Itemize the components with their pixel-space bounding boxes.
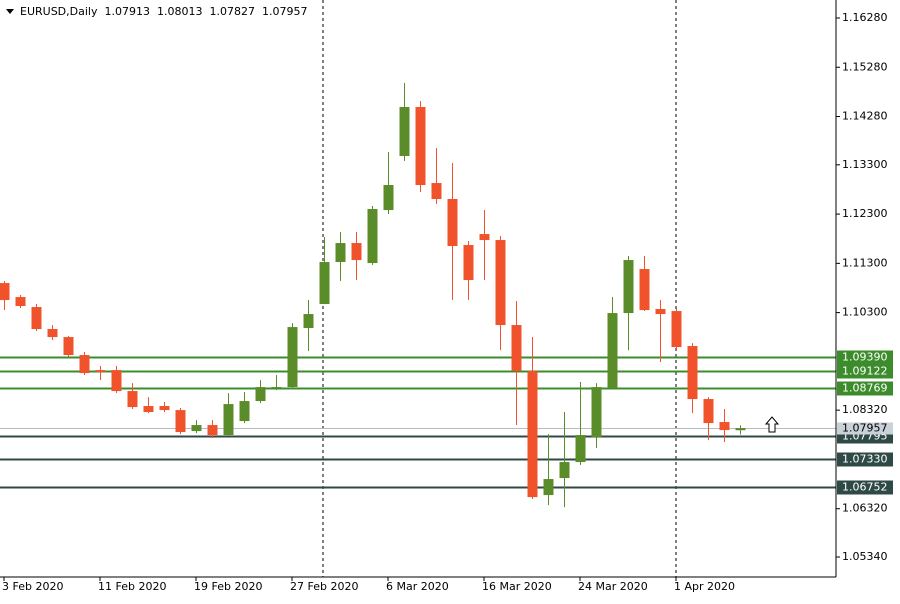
level-label: 1.06752 [842, 481, 888, 494]
candle-body [95, 370, 106, 373]
candle-body [63, 337, 74, 356]
menu-arrow[interactable] [6, 9, 14, 14]
candle-body [735, 428, 746, 431]
candle-body [559, 462, 570, 479]
candle-body [319, 262, 330, 305]
candle-body [399, 107, 410, 156]
candle-body [431, 183, 442, 200]
candle-body [0, 283, 10, 301]
x-tick-label: 11 Feb 2020 [98, 580, 166, 593]
x-tick-label: 16 Mar 2020 [482, 580, 552, 593]
candle-body [239, 401, 250, 422]
candle-body [175, 410, 186, 433]
candle-body [655, 309, 666, 315]
candle-body [287, 327, 298, 388]
y-tick-label: 1.05340 [842, 550, 888, 563]
candle-body [15, 297, 26, 307]
candle-body [415, 107, 426, 186]
candle-body [719, 422, 730, 431]
candle-body [671, 311, 682, 348]
y-tick-label: 1.08320 [842, 403, 888, 416]
y-tick-label: 1.06320 [842, 502, 888, 515]
candle-body [383, 185, 394, 211]
candle-body [255, 387, 266, 402]
x-tick-label: 19 Feb 2020 [194, 580, 262, 593]
candle-body [575, 435, 586, 463]
y-tick-label: 1.11300 [842, 256, 888, 269]
plot-area [0, 83, 836, 508]
candle-body [271, 387, 282, 389]
candle-body [623, 260, 634, 314]
level-label: 1.09122 [842, 365, 888, 378]
level-label-box [837, 350, 893, 365]
y-tick-label: 1.16280 [842, 11, 888, 24]
candle-body [303, 314, 314, 329]
header-close: 1.07957 [262, 5, 308, 18]
candle-body [527, 371, 538, 498]
candle-body [591, 387, 602, 438]
chart-header: EURUSD,Daily 1.07913 1.08013 1.07827 1.07957 [20, 5, 307, 18]
level-label: 1.07330 [842, 453, 888, 466]
header-low: 1.07827 [209, 5, 255, 18]
y-tick-label: 1.10300 [842, 306, 888, 319]
header-high: 1.08013 [157, 5, 203, 18]
candle-body [703, 399, 714, 424]
candle-body [607, 313, 618, 389]
price-label: 1.07957 [842, 422, 888, 435]
candle-body [463, 245, 474, 281]
candle-body [639, 269, 650, 311]
x-tick-label: 6 Mar 2020 [386, 580, 449, 593]
y-tick-label: 1.13300 [842, 158, 888, 171]
candle-body [511, 325, 522, 372]
level-label-box [837, 381, 893, 396]
candle-body [191, 425, 202, 432]
candle-body [479, 234, 490, 241]
candle-body [111, 370, 122, 392]
candle-body [31, 307, 42, 330]
x-tick-label: 24 Mar 2020 [578, 580, 648, 593]
candle-body [367, 209, 378, 264]
level-label: 1.09390 [842, 351, 888, 364]
y-tick-label: 1.15280 [842, 60, 888, 73]
y-tick-label: 1.12300 [842, 207, 888, 220]
level-label: 1.08769 [842, 382, 888, 395]
header-open: 1.07913 [104, 5, 150, 18]
candle-body [79, 355, 90, 374]
candle-body [687, 346, 698, 400]
candle-body [447, 199, 458, 247]
chart-title: EURUSD,Daily [20, 5, 98, 18]
x-tick-label: 1 Apr 2020 [674, 580, 735, 593]
candle-body [543, 479, 554, 496]
candle-body [335, 243, 346, 263]
level-label-box [837, 364, 893, 379]
y-tick-label: 1.14280 [842, 110, 888, 123]
candle-body [47, 329, 58, 338]
candle-body [143, 406, 154, 413]
candle-body [127, 391, 138, 408]
candle-body [159, 406, 170, 411]
price-label-box [837, 422, 893, 435]
buy-arrow [764, 416, 780, 433]
candle-body [223, 404, 234, 436]
level-label-box [837, 480, 893, 495]
candle-body [495, 240, 506, 326]
candle-body [351, 243, 362, 261]
level-label-box [837, 452, 893, 467]
x-tick-label: 3 Feb 2020 [2, 580, 63, 593]
candle-body [207, 425, 218, 436]
x-tick-label: 27 Feb 2020 [290, 580, 358, 593]
